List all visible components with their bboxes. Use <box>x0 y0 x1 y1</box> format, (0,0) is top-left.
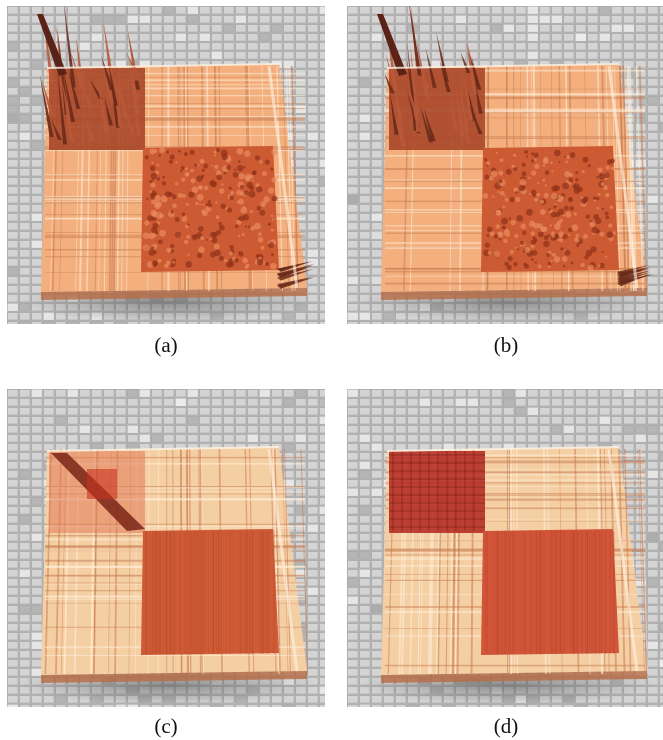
render-image-d <box>347 389 663 707</box>
render-panel-a <box>7 6 325 324</box>
render-panel-c <box>7 389 325 707</box>
render-panel-b <box>347 6 663 324</box>
caption-c: (c) <box>154 714 178 738</box>
render-image-b <box>347 6 663 324</box>
caption-a: (a) <box>154 333 178 357</box>
render-panel-d <box>347 389 663 707</box>
caption-b: (b) <box>493 333 519 357</box>
render-image-a <box>7 6 325 324</box>
render-image-c <box>7 389 325 707</box>
caption-d: (d) <box>493 714 519 738</box>
